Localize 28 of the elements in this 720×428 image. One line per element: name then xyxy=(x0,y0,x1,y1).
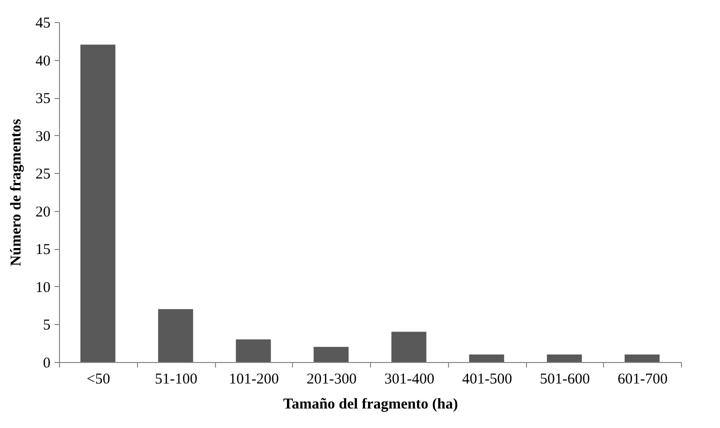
y-tick-label: 25 xyxy=(36,166,50,183)
x-tick-label: 301-400 xyxy=(384,372,434,388)
y-tick-label: 35 xyxy=(36,91,50,108)
bar xyxy=(546,354,582,362)
x-tick-label: 401-500 xyxy=(462,372,512,388)
x-axis-title: Tamaño del fragmento (ha) xyxy=(283,396,458,412)
x-tick-label: 51-100 xyxy=(154,372,198,388)
x-tick-label: <50 xyxy=(86,372,110,388)
y-tick-label: 5 xyxy=(43,318,50,334)
x-tick-label: 201-300 xyxy=(306,372,357,388)
bar xyxy=(469,354,504,362)
x-tick-label: 501-600 xyxy=(540,372,590,388)
x-tick-label: 601-700 xyxy=(618,372,668,388)
y-tick-label: 10 xyxy=(36,280,50,296)
y-tick-label: 40 xyxy=(36,53,50,70)
y-tick-label: 45 xyxy=(36,16,50,32)
x-tick-label: 101-200 xyxy=(228,372,279,388)
y-tick-label: 30 xyxy=(36,128,50,145)
y-tick-label: 20 xyxy=(36,204,50,220)
bar xyxy=(391,332,426,362)
y-axis-title: Número de fragmentos xyxy=(8,118,24,266)
bar xyxy=(236,339,271,362)
bar xyxy=(158,309,194,362)
bar xyxy=(624,354,660,362)
bar xyxy=(314,346,349,362)
bar xyxy=(80,44,116,362)
y-tick-label: 15 xyxy=(36,242,50,258)
y-tick-label: 0 xyxy=(43,356,50,372)
